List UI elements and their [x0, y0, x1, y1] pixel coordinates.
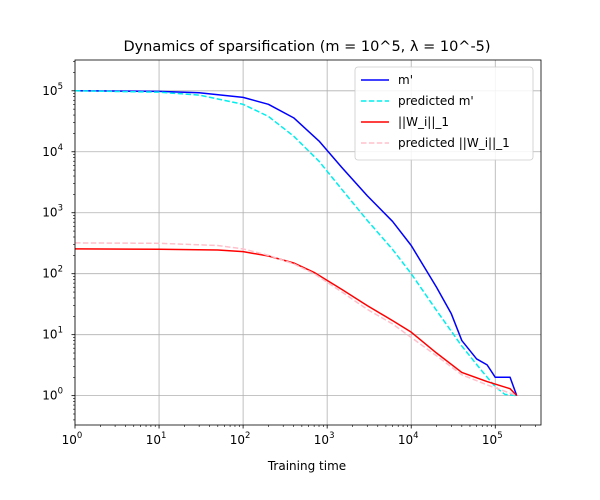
legend-label-2: ||W_i||_1 [398, 115, 449, 129]
y-tick-label: 105 [42, 82, 63, 98]
x-tick-label: 102 [230, 431, 251, 447]
legend-label-1: predicted m' [398, 94, 474, 108]
y-tick-label: 102 [42, 265, 63, 281]
series-line-2 [75, 248, 518, 397]
series-line-0 [75, 90, 518, 396]
legend-label-3: predicted ||W_i||_1 [398, 136, 510, 150]
x-tick-label: 100 [62, 431, 83, 447]
series-line-3 [75, 242, 517, 397]
x-tick-label: 104 [398, 431, 419, 447]
x-tick-label: 105 [482, 431, 503, 447]
series-line-1 [75, 90, 517, 397]
y-tick-label: 101 [42, 326, 63, 342]
y-axis-ticks: 100 101 102 103 104 105 [42, 61, 75, 421]
y-tick-label: 100 [42, 387, 63, 403]
plot-frame [74, 59, 542, 426]
x-axis-ticks: 100 101 102 103 104 105 [62, 425, 536, 447]
y-tick-label: 104 [42, 143, 63, 159]
legend: m' predicted m' ||W_i||_1 predicted ||W_i||… [354, 66, 534, 161]
chart-title: Dynamics of sparsification (m = 10^5, λ … [123, 39, 490, 55]
legend-label-0: m' [398, 73, 413, 87]
plot-series [75, 90, 518, 397]
x-axis-label: Training time [267, 459, 346, 473]
legend-box [354, 66, 534, 161]
x-tick-label: 103 [314, 431, 335, 447]
x-tick-label: 101 [146, 431, 167, 447]
y-tick-label: 103 [42, 204, 63, 220]
